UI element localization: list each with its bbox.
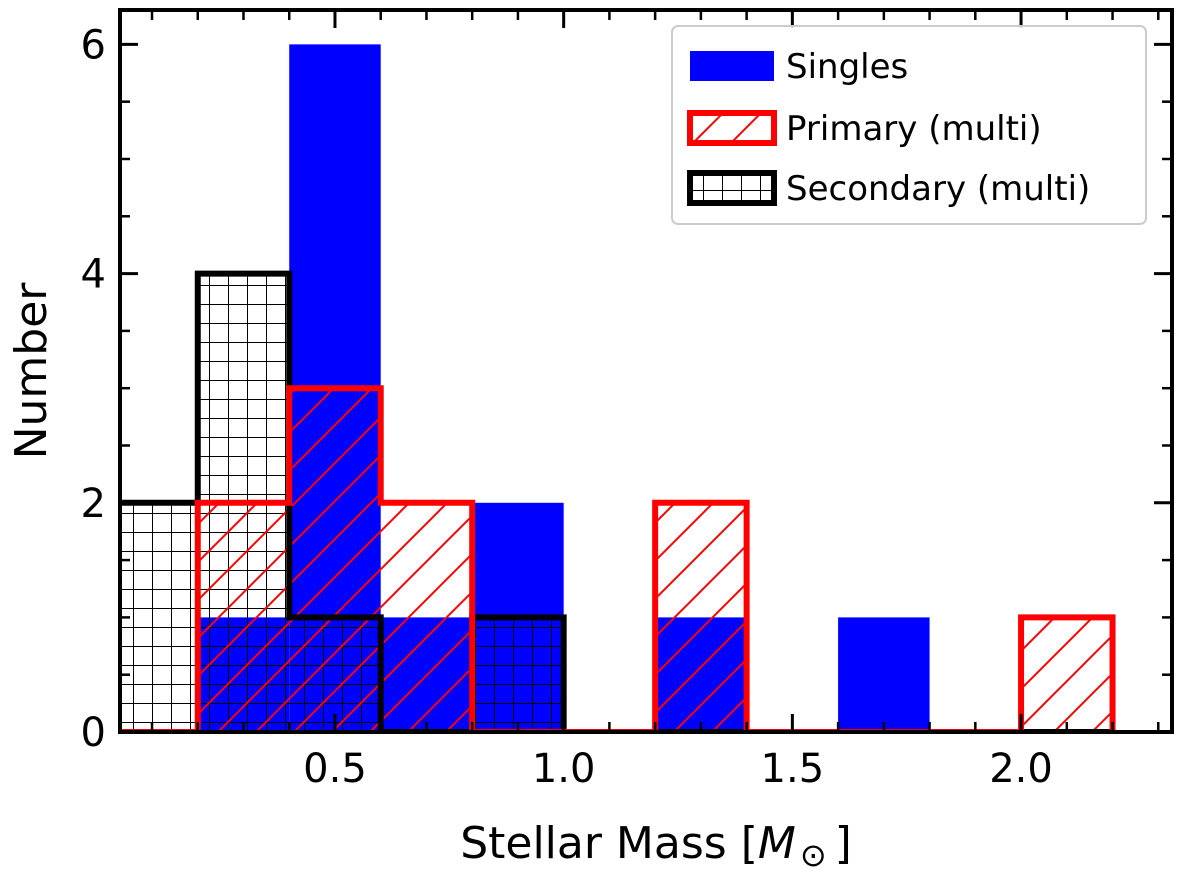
singles-bar (838, 617, 930, 732)
primary-hatch-bar (380, 502, 473, 732)
y-tick-label: 6 (81, 22, 106, 68)
legend: Singles Primary (multi) Secondary (multi) (671, 25, 1147, 225)
x-tick-label: 1.5 (761, 746, 825, 792)
primary-hatch-bar (1021, 617, 1113, 732)
legend-label: Singles (786, 47, 908, 87)
secondary-hatch-bar (472, 617, 564, 732)
x-axis-label: Stellar Mass [M ⊙] (460, 818, 852, 874)
legend-box (671, 25, 1147, 225)
y-tick-label: 4 (81, 252, 106, 298)
x-tick-label: 2.0 (989, 746, 1053, 792)
x-tick-label: 1.0 (532, 746, 596, 792)
primary-hatch-bar (197, 502, 290, 732)
legend-swatch-secondary (687, 170, 777, 206)
axis-ticks (120, 10, 1172, 734)
y-tick-label: 2 (81, 481, 106, 527)
legend-label: Primary (multi) (786, 109, 1042, 149)
tick-labels: 0.5 1.0 1.5 2.0 0 2 4 6 (81, 22, 1053, 792)
y-axis-label: Number (6, 282, 57, 460)
step-outlines (120, 270, 1116, 732)
primary-hatch-bar (289, 388, 381, 732)
plot-frame (118, 8, 1174, 734)
primary-step-outline (120, 385, 1116, 732)
legend-swatch-singles (690, 51, 774, 81)
primary-hatch-bar (655, 502, 747, 732)
legend-label: Secondary (multi) (786, 169, 1090, 209)
y-tick-label: 0 (81, 710, 106, 756)
secondary-hatch-bar (120, 502, 198, 732)
legend-swatch-primary (687, 110, 777, 146)
x-tick-label: 0.5 (303, 746, 367, 792)
hatch-layer (120, 273, 1113, 732)
